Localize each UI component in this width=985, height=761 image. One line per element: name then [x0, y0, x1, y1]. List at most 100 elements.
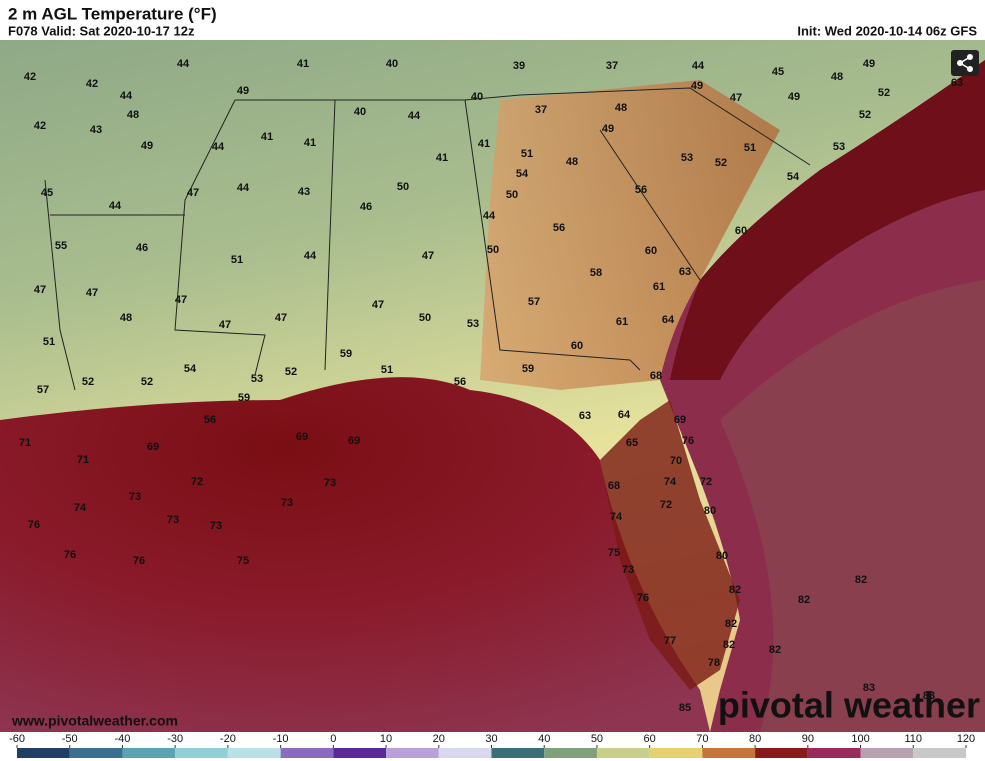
colorbar-tick-label: -30	[167, 733, 183, 745]
colorbar-segment	[17, 748, 70, 758]
colorbar-segment	[807, 748, 861, 758]
temperature-label: 50	[419, 312, 431, 324]
temperature-label: 76	[64, 549, 76, 561]
temperature-label: 43	[298, 186, 310, 198]
temperature-label: 49	[863, 58, 875, 70]
temperature-label: 48	[615, 102, 627, 114]
colorbar-tick-label: 70	[696, 733, 708, 745]
colorbar: -60 -50 -40 -30 -20 -10 0 10 20 30 40 50 60 70 80 90 100…	[9, 733, 975, 758]
temperature-label: 71	[19, 437, 31, 449]
temperature-label: 44	[212, 141, 225, 153]
temperature-label: 52	[878, 87, 890, 99]
temperature-label: 53	[833, 141, 845, 153]
header-bg	[0, 0, 985, 40]
temperature-label: 75	[237, 555, 249, 567]
temperature-label: 41	[304, 137, 316, 149]
temperature-label: 59	[340, 348, 352, 360]
colorbar-tick-label: 20	[433, 733, 445, 745]
temperature-label: 56	[454, 376, 466, 388]
temperature-label: 69	[674, 414, 686, 426]
colorbar-segment	[755, 748, 808, 758]
temperature-label: 48	[120, 312, 132, 324]
temperature-label: 49	[237, 85, 249, 97]
temperature-label: 51	[521, 148, 533, 160]
temperature-label: 80	[716, 550, 728, 562]
temperature-label: 68	[650, 370, 662, 382]
temperature-label: 61	[616, 316, 628, 328]
florida	[600, 400, 740, 690]
temperature-label: 60	[645, 245, 657, 257]
temperature-label: 42	[24, 71, 36, 83]
temperature-label: 47	[275, 312, 287, 324]
temperature-label: 42	[86, 78, 98, 90]
temperature-label: 44	[483, 210, 496, 222]
colorbar-tick-label: -10	[273, 733, 289, 745]
title: 2 m AGL Temperature (°F)	[8, 4, 217, 23]
temperature-label: 74	[664, 476, 677, 488]
colorbar-tick-label: 100	[851, 733, 869, 745]
temperature-label: 73	[129, 491, 141, 503]
temperature-label: 50	[397, 181, 409, 193]
temperature-label: 47	[175, 294, 187, 306]
colorbar-tick-label: -20	[220, 733, 236, 745]
temperature-label: 44	[304, 250, 317, 262]
temperature-label: 47	[730, 92, 742, 104]
temperature-label: 82	[729, 584, 741, 596]
share-button[interactable]	[951, 50, 979, 76]
temperature-label: 52	[141, 376, 153, 388]
temperature-label: 74	[74, 502, 87, 514]
temperature-label: 53	[681, 152, 693, 164]
colorbar-segment	[333, 748, 387, 758]
temperature-label: 47	[372, 299, 384, 311]
temperature-label: 47	[34, 284, 46, 296]
temperature-label: 51	[381, 364, 393, 376]
temperature-label: 59	[522, 363, 534, 375]
valid-time: F078 Valid: Sat 2020-10-17 12z	[8, 23, 195, 38]
colorbar-segment	[702, 748, 756, 758]
logo: pivotal weather	[718, 685, 980, 726]
temperature-label: 82	[769, 644, 781, 656]
temperature-label: 57	[528, 296, 540, 308]
temperature-label: 73	[210, 520, 222, 532]
temperature-label: 69	[296, 431, 308, 443]
temperature-label: 46	[360, 201, 372, 213]
gulf-stream	[670, 60, 985, 380]
temperature-label: 82	[798, 594, 810, 606]
temperature-label: 48	[127, 109, 139, 121]
temperature-label: 43	[90, 124, 102, 136]
colorbar-tick-label: 0	[330, 733, 336, 745]
temperature-label: 54	[787, 171, 800, 183]
temperature-label: 78	[708, 657, 720, 669]
colorbar-tick-label: 90	[802, 733, 814, 745]
temperature-label: 59	[238, 392, 250, 404]
colorbar-tick-label: 110	[905, 733, 923, 745]
colorbar-tick-label: -50	[62, 733, 78, 745]
temperature-label: 63	[579, 410, 591, 422]
temperature-label: 45	[772, 66, 784, 78]
temperature-label: 49	[788, 91, 800, 103]
temperature-label: 47	[86, 287, 98, 299]
temperature-label: 64	[618, 409, 631, 421]
temperature-label: 63	[951, 77, 963, 89]
colorbar-tick-label: 30	[485, 733, 497, 745]
colorbar-segment	[491, 748, 545, 758]
temperature-label: 53	[251, 373, 263, 385]
temperature-label: 69	[348, 435, 360, 447]
temperature-label: 76	[28, 519, 40, 531]
temperature-label: 74	[610, 511, 623, 523]
colorbar-tick-label: -60	[9, 733, 25, 745]
temperature-label: 71	[77, 454, 89, 466]
temperature-label: 82	[723, 639, 735, 651]
temperature-label: 52	[285, 366, 297, 378]
temperature-label: 80	[704, 505, 716, 517]
temperature-label: 65	[626, 437, 638, 449]
temperature-label: 83	[863, 682, 875, 694]
init-time: Init: Wed 2020-10-14 06z GFS	[797, 23, 977, 38]
temperature-label: 83	[923, 690, 935, 702]
temperature-label: 40	[471, 91, 483, 103]
temperature-label: 56	[635, 184, 647, 196]
colorbar-tick-label: -40	[114, 733, 130, 745]
colorbar-tick-label: 60	[644, 733, 656, 745]
